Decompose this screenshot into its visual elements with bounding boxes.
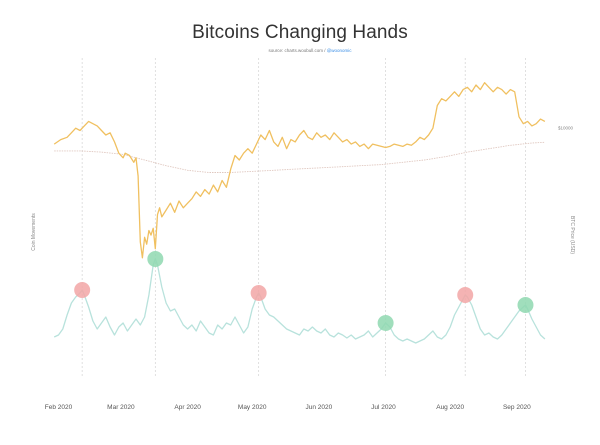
x-tick-label: Sep 2020	[503, 404, 531, 411]
x-tick-label: Feb 2020	[45, 404, 73, 411]
x-tick-label: Apr 2020	[174, 404, 201, 411]
price-tick-label: $10000	[558, 126, 574, 131]
peak-marker	[457, 287, 474, 303]
source-handle[interactable]: @woonomic	[326, 48, 352, 53]
peak-marker	[517, 297, 534, 313]
chart-source: source: charts.woobull.com / @woonomic	[0, 48, 600, 53]
source-prefix: source: charts.woobull.com /	[268, 48, 327, 53]
btc-price-line	[53, 82, 546, 259]
x-tick-label: Mar 2020	[107, 404, 135, 411]
x-tick-label: Jul 2020	[371, 404, 396, 411]
peak-marker	[147, 251, 164, 267]
x-tick-label: Jun 2020	[306, 404, 333, 411]
x-tick-label: May 2020	[238, 404, 267, 411]
moving-average-line	[54, 141, 545, 173]
peak-marker	[74, 282, 91, 298]
peak-marker	[377, 315, 394, 331]
coin-movements-line	[53, 258, 546, 344]
x-tick-label: Aug 2020	[436, 404, 464, 411]
peak-marker	[250, 285, 267, 301]
chart-title: Bitcoins Changing Hands	[192, 22, 408, 43]
